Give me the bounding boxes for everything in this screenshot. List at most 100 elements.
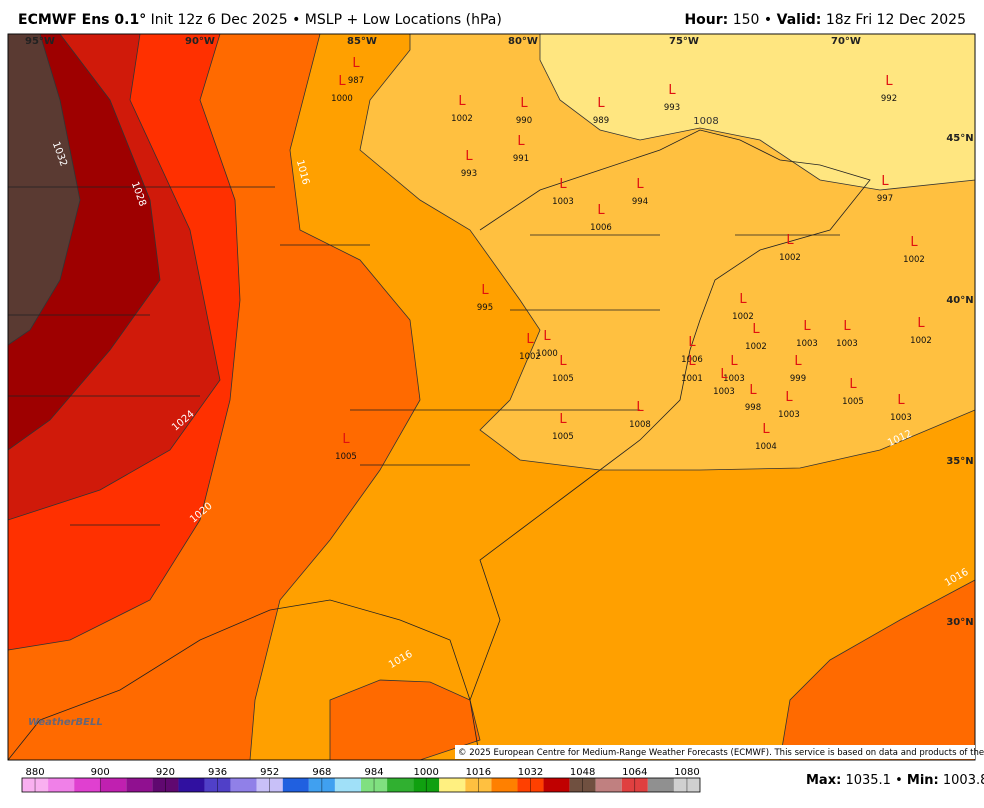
low-pressure: 993 bbox=[461, 169, 477, 179]
low-pressure: 1003 bbox=[723, 374, 745, 384]
colorbar-swatch bbox=[543, 778, 570, 792]
low-pressure: 989 bbox=[593, 116, 609, 126]
max: 1035.1 bbox=[845, 773, 891, 788]
longitude-label: 70°W bbox=[831, 36, 861, 47]
valid: 18z Fri 12 Dec 2025 bbox=[825, 12, 966, 28]
low-pressure: 1003 bbox=[552, 197, 574, 207]
colorbar-tick-label: 1000 bbox=[413, 767, 438, 778]
low-marker: L bbox=[559, 354, 567, 369]
subtitle: Init 12z 6 Dec 2025 bbox=[150, 12, 288, 28]
colorbar-swatch bbox=[387, 778, 414, 792]
low-marker: L bbox=[517, 134, 525, 149]
coastline bbox=[469, 129, 871, 761]
low-marker: L bbox=[739, 292, 747, 307]
title: ECMWF Ens 0.1° bbox=[18, 12, 147, 28]
latitude-label: 45°N bbox=[946, 133, 973, 144]
colorbar-tick-label: 900 bbox=[91, 767, 110, 778]
low-pressure: 1003 bbox=[836, 339, 858, 349]
low-marker: L bbox=[688, 354, 696, 369]
low-pressure: 1002 bbox=[910, 336, 932, 346]
low-marker: L bbox=[752, 322, 760, 337]
longitude-label: 90°W bbox=[185, 36, 215, 47]
low-marker: L bbox=[636, 177, 644, 192]
low-marker: L bbox=[762, 422, 770, 437]
low-marker: L bbox=[526, 332, 534, 347]
colorbar-tick-label: 936 bbox=[208, 767, 227, 778]
colorbar-swatch bbox=[126, 778, 153, 792]
low-pressure: 1003 bbox=[796, 339, 818, 349]
low-marker: L bbox=[668, 83, 676, 98]
low-pressure: 1001 bbox=[681, 374, 703, 384]
colorbar-swatch bbox=[334, 778, 361, 792]
boundaries bbox=[7, 33, 976, 761]
low-pressure: 1002 bbox=[451, 114, 473, 124]
low-pressure: 1002 bbox=[519, 352, 541, 362]
colorbar-tick-label: 1048 bbox=[570, 767, 595, 778]
low-pressure: 1002 bbox=[745, 342, 767, 352]
low-marker: L bbox=[749, 383, 757, 398]
low-marker: L bbox=[849, 377, 857, 392]
colorbar-swatch bbox=[647, 778, 674, 792]
valid-label: Valid: bbox=[776, 12, 822, 28]
colorbar-tick-label: 1064 bbox=[622, 767, 647, 778]
low-pressure: 1005 bbox=[552, 432, 574, 442]
low-pressure: 997 bbox=[877, 194, 893, 204]
low-marker: L bbox=[597, 203, 605, 218]
colorbar-tick-label: 984 bbox=[364, 767, 383, 778]
gulf-coast bbox=[7, 599, 471, 761]
low-pressure: 1006 bbox=[590, 223, 612, 233]
low-pressure: 1003 bbox=[713, 387, 735, 397]
copyright-box bbox=[455, 745, 975, 759]
low-marker: L bbox=[481, 283, 489, 298]
low-marker: L bbox=[559, 412, 567, 427]
colorbar-tick-label: 920 bbox=[156, 767, 175, 778]
low-marker: L bbox=[342, 432, 350, 447]
colorbar: 880 900 920 936 952 968 984 1000 1016 1032 1048 106… bbox=[21, 767, 701, 793]
logo: WeatherBELL bbox=[28, 717, 103, 728]
low-marker: L bbox=[786, 233, 794, 248]
state-lines bbox=[8, 186, 840, 526]
low-marker: L bbox=[720, 367, 728, 382]
longitude-label: 85°W bbox=[347, 36, 377, 47]
low-marker: L bbox=[338, 74, 346, 89]
min: 1003.8 bbox=[943, 773, 984, 788]
colorbar-frame bbox=[21, 777, 701, 793]
header: ECMWF Ens 0.1° Init 12z 6 Dec 2025 • MSL… bbox=[18, 12, 966, 32]
low-marker: L bbox=[458, 94, 466, 109]
min-label: Min: bbox=[907, 773, 939, 788]
low-pressure: 1005 bbox=[552, 374, 574, 384]
latitude-label: 35°N bbox=[946, 456, 973, 467]
low-marker: L bbox=[785, 390, 793, 405]
low-pressure: 1002 bbox=[903, 255, 925, 265]
colorbar-tick-label: 880 bbox=[25, 767, 44, 778]
low-pressure: 992 bbox=[881, 94, 897, 104]
low-marker: L bbox=[794, 354, 802, 369]
low-marker: L bbox=[803, 319, 811, 334]
low-pressure: 995 bbox=[477, 303, 493, 313]
low-pressure: 1005 bbox=[842, 397, 864, 407]
low-marker: L bbox=[465, 149, 473, 164]
colorbar-tick-label: 968 bbox=[312, 767, 331, 778]
low-pressure: 991 bbox=[513, 154, 529, 164]
hour: 150 bbox=[732, 12, 760, 28]
low-pressure: 1002 bbox=[732, 312, 754, 322]
map-frame bbox=[7, 33, 976, 761]
low-pressure: 1004 bbox=[755, 442, 777, 452]
low-marker: L bbox=[352, 56, 360, 71]
low-pressure: 1003 bbox=[778, 410, 800, 420]
band-1032 bbox=[7, 33, 81, 346]
colorbar-swatch bbox=[48, 778, 75, 792]
latitude-label: 40°N bbox=[946, 295, 973, 306]
copyright: © 2025 European Centre for Medium-Range … bbox=[458, 748, 984, 758]
hour-label: Hour: bbox=[684, 12, 729, 28]
low-pressure: 987 bbox=[348, 76, 364, 86]
colorbar-tick-label: 1080 bbox=[674, 767, 699, 778]
product: MSLP + Low Locations (hPa) bbox=[304, 12, 502, 28]
colorbar-swatch bbox=[178, 778, 205, 792]
low-marker: L bbox=[559, 177, 567, 192]
max-label: Max: bbox=[806, 773, 841, 788]
pressure-fill bbox=[7, 33, 976, 761]
colorbar-swatch bbox=[282, 778, 309, 792]
